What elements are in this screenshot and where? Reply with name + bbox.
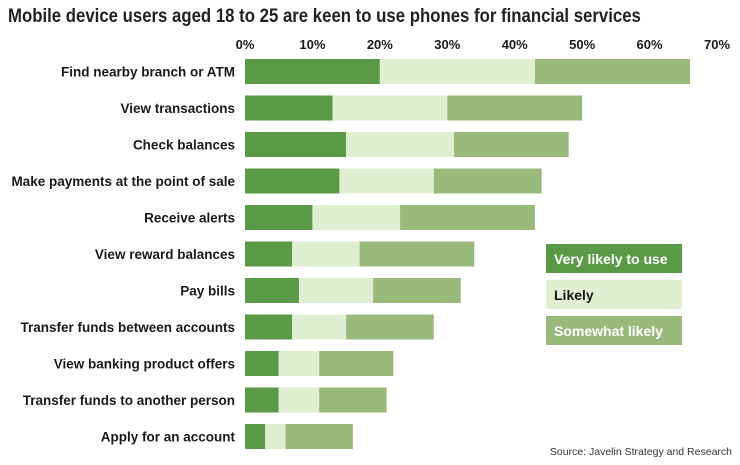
x-tick-label: 30%: [434, 37, 460, 52]
category-label: Transfer funds to another person: [23, 393, 235, 408]
bar-segment: [245, 424, 266, 449]
bar-segment: [245, 241, 293, 267]
category-label: Transfer funds between accounts: [20, 320, 235, 335]
bar-segment: [433, 168, 542, 194]
bar-segment: [245, 59, 380, 84]
bar-segment: [278, 351, 320, 376]
legend-item-somewhat-likely: Somewhat likely: [546, 316, 682, 345]
category-label: Pay bills: [180, 284, 235, 299]
x-tick-label: 0%: [236, 37, 255, 52]
bar-segment: [285, 424, 353, 449]
bar-segment: [346, 314, 434, 340]
x-tick-label: 40%: [502, 37, 528, 52]
bar-segment: [447, 95, 583, 121]
bar-segment: [373, 278, 461, 303]
category-label: View transactions: [120, 101, 235, 116]
chart-legend: Very likely to use Likely Somewhat likel…: [546, 244, 682, 352]
bar-segment: [534, 59, 691, 84]
bar-segment: [245, 387, 279, 413]
bar-segment: [245, 278, 299, 303]
bar-segment: [245, 132, 347, 157]
bar-segment: [400, 205, 535, 230]
source-note: Source: Javelin Strategy and Research: [549, 446, 732, 458]
chart-title: Mobile device users aged 18 to 25 are ke…: [8, 5, 641, 27]
bar-segment: [332, 95, 448, 121]
bar-segment: [346, 132, 455, 157]
category-label: Find nearby branch or ATM: [61, 65, 235, 80]
bar-segment: [319, 351, 394, 376]
category-label: Receive alerts: [144, 211, 235, 226]
bar-segment: [298, 278, 374, 303]
bar-segment: [359, 241, 475, 267]
bar-segment: [339, 168, 434, 194]
bar-segment: [454, 132, 569, 157]
legend-item-likely: Likely: [546, 280, 682, 309]
x-tick-label: 20%: [367, 37, 393, 52]
x-tick-label: 10%: [299, 37, 325, 52]
bar-segment: [245, 351, 279, 376]
x-tick-label: 50%: [569, 37, 595, 52]
x-tick-label: 70%: [704, 37, 730, 52]
bar-segment: [245, 95, 333, 121]
bar-segment: [245, 314, 293, 340]
category-label: Apply for an account: [101, 430, 236, 445]
bar-segment: [245, 168, 340, 194]
category-label: View banking product offers: [54, 357, 235, 372]
category-label: View reward balances: [95, 247, 235, 262]
bar-segment: [292, 241, 360, 267]
x-tick-label: 60%: [637, 37, 663, 52]
bar-segment: [278, 387, 320, 413]
bar-segment: [312, 205, 401, 230]
bar-segment: [319, 387, 387, 413]
bar-segment: [245, 205, 313, 230]
category-label: Check balances: [133, 138, 235, 153]
bar-segment: [379, 59, 535, 84]
legend-item-very-likely: Very likely to use: [546, 244, 682, 273]
bar-segment: [265, 424, 286, 449]
bar-segment: [292, 314, 347, 340]
category-label: Make payments at the point of sale: [11, 174, 235, 189]
